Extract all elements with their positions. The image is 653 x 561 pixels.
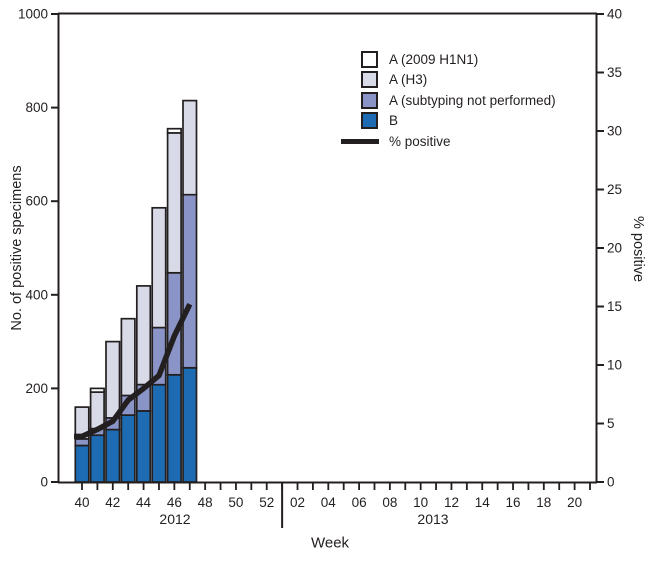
x-axis-tick-label: 42: [105, 495, 120, 510]
bar-segment: [151, 206, 167, 329]
legend-label-a-subtyping: A (subtyping not performed): [389, 92, 556, 108]
x-axis-tick-label: 02: [290, 495, 305, 510]
x-axis-tick-label: 06: [352, 495, 367, 510]
legend-label-percent-positive: % positive: [389, 133, 451, 149]
x-axis-tick-label: 44: [136, 495, 152, 510]
right-axis-tick-label: 10: [607, 358, 622, 373]
y-axis-title-right: % positive: [630, 215, 646, 283]
bar-segment: [135, 285, 152, 386]
right-axis-tick-label: 25: [607, 182, 622, 197]
right-axis-tick-label: 30: [607, 124, 622, 139]
x-axis-tick-label: 46: [167, 495, 182, 510]
bar-segment: [89, 387, 105, 393]
x-axis-tick-label: 52: [259, 495, 274, 510]
legend-label-b: B: [389, 113, 399, 128]
bar-segment: [120, 317, 136, 397]
left-axis-tick-label: 400: [25, 287, 48, 302]
year-label-2012: 2012: [159, 511, 191, 527]
percent-positive-line: [74, 302, 193, 440]
bar-segment: [166, 127, 182, 134]
legend: A (2009 H1N1) A (H3) A (subtyping not pe…: [341, 49, 556, 152]
legend-swatch-a-h3: [361, 71, 378, 89]
x-axis-title: Week: [310, 534, 350, 552]
left-axis-tick-label: 1000: [18, 7, 48, 22]
bar-segment: [74, 438, 90, 447]
legend-item-a-h1n1: A (2009 H1N1): [361, 49, 556, 70]
legend-swatch-a-h1n1: [361, 50, 378, 68]
right-axis-tick-label: 20: [607, 241, 622, 256]
year-label-2013: 2013: [417, 511, 449, 527]
legend-item-a-h3: A (H3): [361, 70, 556, 91]
x-axis-tick-label: 10: [413, 495, 428, 510]
x-axis-tick-label: 48: [198, 495, 213, 510]
bar-segment: [182, 99, 198, 196]
left-axis-tick-label: 800: [25, 100, 48, 115]
legend-swatch-b: [361, 112, 378, 130]
x-axis-tick-label: 50: [228, 495, 243, 510]
left-axis-tick-label: 0: [40, 475, 48, 490]
legend-label-a-h3: A (H3): [389, 72, 428, 87]
bar-segment: [74, 444, 90, 483]
legend-swatch-percent-line: [341, 138, 379, 144]
right-axis-tick-label: 15: [607, 299, 622, 314]
x-axis-tick-label: 14: [475, 495, 491, 510]
bar-segment: [166, 132, 182, 274]
bar-segment: [135, 410, 152, 483]
bar-segment: [89, 391, 105, 430]
right-axis-tick-label: 40: [607, 7, 622, 22]
x-axis-tick-label: 08: [382, 495, 397, 510]
legend-item-percent-positive: % positive: [341, 131, 556, 152]
bar-segment: [105, 340, 121, 419]
legend-swatch-a-subtyping: [361, 91, 378, 109]
bar-segment: [105, 428, 121, 483]
right-axis-tick-label: 35: [607, 65, 622, 80]
x-axis-tick-label: 16: [506, 495, 521, 510]
bar-segment: [120, 414, 136, 483]
left-axis-tick-label: 200: [25, 381, 48, 396]
left-axis-tick-label: 600: [25, 194, 48, 209]
legend-item-a-subtyping: A (subtyping not performed): [361, 90, 556, 111]
x-axis-tick-label: 40: [74, 495, 89, 510]
legend-label-a-h1n1: A (2009 H1N1): [389, 51, 479, 67]
x-axis-tick-label: 12: [444, 495, 459, 510]
y-axis-title-left: No. of positive specimens: [9, 165, 25, 331]
right-axis-tick-label: 5: [607, 416, 615, 431]
right-axis-tick-label: 0: [607, 475, 615, 490]
bar-segment: [151, 383, 167, 483]
x-axis-tick-label: 20: [567, 495, 582, 510]
bar-segment: [89, 434, 105, 483]
x-axis-tick-label: 18: [536, 495, 551, 510]
bar-segment: [182, 193, 198, 369]
bar-segment: [166, 373, 182, 483]
bar-segment: [182, 366, 198, 483]
x-axis-tick-label: 04: [321, 495, 337, 510]
legend-item-b: B: [361, 111, 556, 132]
